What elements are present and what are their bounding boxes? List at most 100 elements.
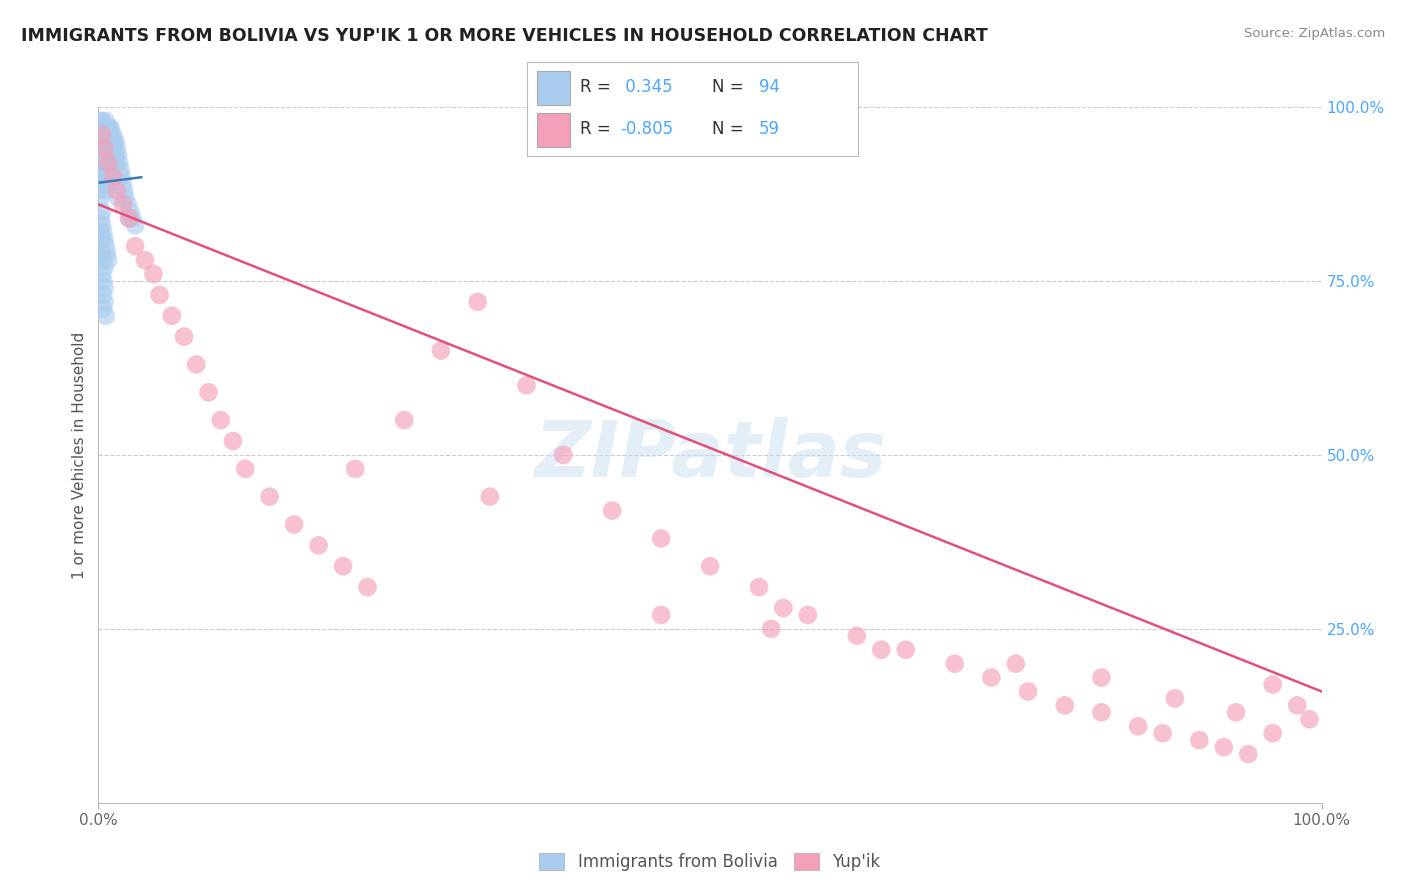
Point — [111, 177, 134, 191]
Point — [107, 190, 129, 204]
Point — [91, 301, 114, 316]
Point — [93, 142, 115, 156]
Point — [149, 288, 172, 302]
Point — [104, 135, 127, 149]
Point — [600, 503, 623, 517]
Point — [89, 135, 111, 149]
Point — [283, 517, 305, 532]
Point — [93, 294, 115, 309]
Point — [107, 149, 129, 163]
Point — [94, 169, 117, 184]
Point — [89, 120, 111, 135]
Point — [89, 149, 111, 163]
Point — [392, 413, 416, 427]
Point — [894, 642, 917, 657]
Point — [1128, 719, 1150, 733]
Point — [308, 538, 330, 552]
Point — [121, 211, 143, 226]
Point — [1164, 691, 1187, 706]
Point — [1090, 671, 1112, 685]
Point — [101, 142, 124, 156]
Point — [98, 135, 121, 149]
Point — [870, 642, 893, 657]
Point — [97, 149, 120, 163]
Point — [90, 128, 112, 142]
Point — [100, 135, 122, 149]
Point — [94, 114, 117, 128]
Point — [94, 239, 117, 253]
Point — [101, 169, 124, 184]
Point — [173, 329, 195, 343]
Point — [118, 211, 141, 226]
Point — [105, 155, 128, 169]
Point — [1261, 677, 1284, 691]
Point — [96, 162, 118, 177]
Point — [478, 490, 501, 504]
Point — [93, 120, 115, 135]
Point — [96, 120, 118, 135]
Point — [100, 162, 122, 177]
Point — [93, 135, 115, 149]
Point — [91, 219, 114, 233]
Bar — [537, 113, 571, 147]
Point — [89, 184, 111, 198]
Point — [90, 211, 112, 226]
Point — [91, 120, 114, 135]
Point — [845, 629, 868, 643]
Point — [118, 211, 141, 226]
Point — [124, 219, 146, 233]
Point — [91, 128, 114, 142]
Point — [943, 657, 966, 671]
Point — [117, 197, 139, 211]
Point — [1152, 726, 1174, 740]
Y-axis label: 1 or more Vehicles in Household: 1 or more Vehicles in Household — [72, 331, 87, 579]
Text: R =: R = — [581, 78, 616, 95]
Point — [553, 448, 575, 462]
Point — [97, 135, 120, 149]
Point — [105, 142, 128, 156]
Point — [96, 177, 118, 191]
Point — [94, 128, 117, 142]
Point — [797, 607, 820, 622]
Text: -0.805: -0.805 — [620, 120, 673, 138]
Point — [100, 120, 122, 135]
Point — [160, 309, 183, 323]
Point — [97, 155, 120, 169]
Point — [1261, 726, 1284, 740]
Point — [101, 142, 124, 156]
Point — [98, 162, 121, 177]
Text: Source: ZipAtlas.com: Source: ZipAtlas.com — [1244, 27, 1385, 40]
Text: IMMIGRANTS FROM BOLIVIA VS YUP'IK 1 OR MORE VEHICLES IN HOUSEHOLD CORRELATION CH: IMMIGRANTS FROM BOLIVIA VS YUP'IK 1 OR M… — [21, 27, 988, 45]
Point — [134, 253, 156, 268]
Point — [650, 607, 672, 622]
Point — [93, 260, 115, 274]
Point — [98, 120, 121, 135]
Point — [90, 155, 112, 169]
Point — [259, 490, 281, 504]
Point — [332, 559, 354, 574]
Point — [101, 155, 124, 169]
Point — [91, 225, 114, 239]
Point — [91, 253, 114, 268]
Point — [980, 671, 1002, 685]
Point — [1004, 657, 1026, 671]
Point — [103, 135, 125, 149]
Point — [1225, 706, 1247, 720]
Point — [209, 413, 232, 427]
Point — [430, 343, 453, 358]
Point — [91, 267, 114, 281]
Point — [90, 169, 112, 184]
Point — [233, 462, 256, 476]
Point — [90, 142, 112, 156]
Point — [97, 120, 120, 135]
Point — [103, 149, 125, 163]
Text: R =: R = — [581, 120, 616, 138]
Text: 0.345: 0.345 — [620, 78, 672, 95]
Point — [91, 169, 114, 184]
Point — [124, 239, 146, 253]
Text: 59: 59 — [759, 120, 779, 138]
Point — [222, 434, 245, 448]
Text: 94: 94 — [759, 78, 779, 95]
Point — [1298, 712, 1320, 726]
Point — [93, 149, 115, 163]
